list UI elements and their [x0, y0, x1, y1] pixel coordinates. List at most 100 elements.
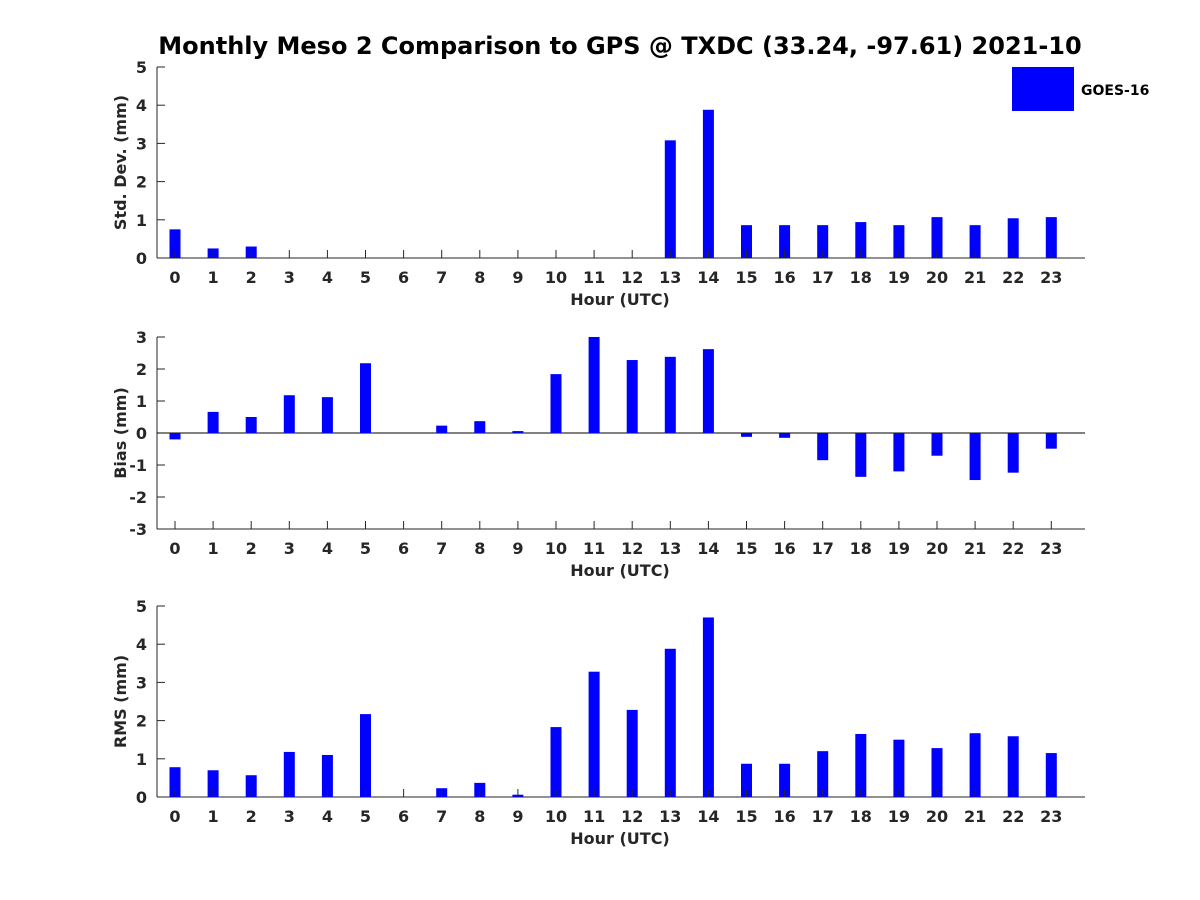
bar-hour-7	[436, 425, 448, 433]
bar-hour-16	[779, 225, 791, 258]
bar-hour-8	[474, 421, 486, 433]
bar-hour-15	[741, 225, 752, 258]
bar-hour-12	[626, 360, 638, 433]
x-tick-label: 11	[583, 807, 605, 826]
bar-hour-3	[283, 751, 295, 797]
chart-title: Monthly Meso 2 Comparison to GPS @ TXDC …	[158, 32, 1081, 60]
bar-hour-22	[1007, 736, 1019, 797]
bar-hour-14	[702, 109, 714, 258]
bar-hour-13	[664, 140, 676, 258]
bar-hour-17	[817, 433, 829, 461]
x-tick-label: 0	[169, 807, 180, 826]
x-axis-label: Hour (UTC)	[570, 829, 670, 848]
legend-swatch	[1012, 67, 1074, 111]
bar-hour-19	[893, 433, 905, 472]
bar-hour-2	[245, 417, 257, 433]
x-tick-label: 16	[773, 807, 795, 826]
bar-hour-17	[817, 751, 829, 797]
legend: GOES-16	[1012, 67, 1149, 111]
x-tick-label: 12	[621, 807, 643, 826]
bar-hour-21	[969, 225, 981, 258]
x-tick-label: 6	[398, 807, 409, 826]
y-tick-label: 4	[136, 635, 147, 654]
y-tick-label: 3	[136, 328, 147, 347]
x-tick-label: 18	[850, 268, 872, 287]
x-tick-label: 19	[888, 807, 910, 826]
x-tick-label: 8	[474, 268, 485, 287]
x-tick-label: 4	[322, 539, 333, 558]
x-tick-label: 8	[474, 807, 485, 826]
y-tick-label: 2	[136, 173, 147, 192]
y-axis-label: Bias (mm)	[111, 387, 130, 479]
x-tick-label: 21	[964, 807, 986, 826]
x-tick-label: 5	[360, 268, 371, 287]
x-tick-label: 7	[436, 807, 447, 826]
bar-hour-3	[283, 395, 295, 433]
x-tick-label: 0	[169, 539, 180, 558]
bar-hour-2	[245, 775, 257, 797]
x-tick-label: 9	[512, 807, 523, 826]
y-tick-label: 1	[136, 392, 147, 411]
x-tick-label: 19	[888, 268, 910, 287]
x-tick-label: 13	[659, 539, 681, 558]
bar-hour-17	[817, 225, 829, 258]
bar-hour-13	[664, 648, 676, 797]
x-tick-label: 9	[512, 539, 523, 558]
x-tick-label: 12	[621, 268, 643, 287]
y-tick-label: 2	[136, 712, 147, 731]
x-tick-label: 16	[773, 268, 795, 287]
x-tick-label: 15	[735, 539, 757, 558]
x-tick-label: 9	[512, 268, 523, 287]
x-tick-label: 1	[208, 807, 219, 826]
x-tick-label: 1	[208, 539, 219, 558]
y-tick-label: 1	[136, 750, 147, 769]
x-tick-label: 21	[964, 539, 986, 558]
x-tick-label: 3	[284, 268, 295, 287]
y-tick-label: 2	[136, 360, 147, 379]
bar-hour-12	[626, 709, 638, 797]
x-tick-label: 2	[246, 268, 257, 287]
bar-hour-14	[702, 617, 714, 797]
x-tick-label: 4	[322, 807, 333, 826]
bar-hour-16	[779, 433, 791, 438]
bar-hour-5	[360, 363, 371, 433]
x-tick-label: 2	[246, 807, 257, 826]
bar-hour-10	[550, 727, 562, 797]
y-axis-label: RMS (mm)	[111, 655, 130, 748]
bar-hour-21	[969, 433, 981, 481]
x-tick-label: 18	[850, 807, 872, 826]
bar-hour-5	[360, 714, 371, 797]
x-tick-label: 13	[659, 268, 681, 287]
y-tick-label: 3	[136, 673, 147, 692]
x-tick-label: 22	[1002, 539, 1024, 558]
x-tick-label: 8	[474, 539, 485, 558]
x-tick-label: 5	[360, 539, 371, 558]
x-tick-label: 5	[360, 807, 371, 826]
bar-hour-15	[741, 763, 752, 797]
bar-hour-4	[321, 754, 333, 797]
y-tick-label: 1	[136, 211, 147, 230]
y-tick-label: 5	[136, 597, 147, 616]
x-tick-label: 23	[1040, 268, 1062, 287]
y-axis-label: Std. Dev. (mm)	[111, 95, 130, 230]
bar-hour-14	[702, 349, 714, 433]
x-tick-label: 7	[436, 268, 447, 287]
y-tick-label: 5	[136, 58, 147, 77]
x-tick-label: 18	[850, 539, 872, 558]
x-tick-label: 20	[926, 268, 948, 287]
y-tick-label: -3	[129, 520, 147, 539]
x-tick-label: 12	[621, 539, 643, 558]
legend-label: GOES-16	[1081, 83, 1149, 99]
x-tick-label: 3	[284, 539, 295, 558]
bar-hour-0	[169, 229, 181, 258]
x-tick-label: 16	[773, 539, 795, 558]
y-tick-label: -1	[129, 456, 147, 475]
y-tick-label: 0	[136, 424, 147, 443]
bar-hour-19	[893, 225, 905, 258]
bar-hour-19	[893, 739, 905, 797]
x-tick-label: 20	[926, 807, 948, 826]
x-tick-label: 14	[697, 268, 719, 287]
